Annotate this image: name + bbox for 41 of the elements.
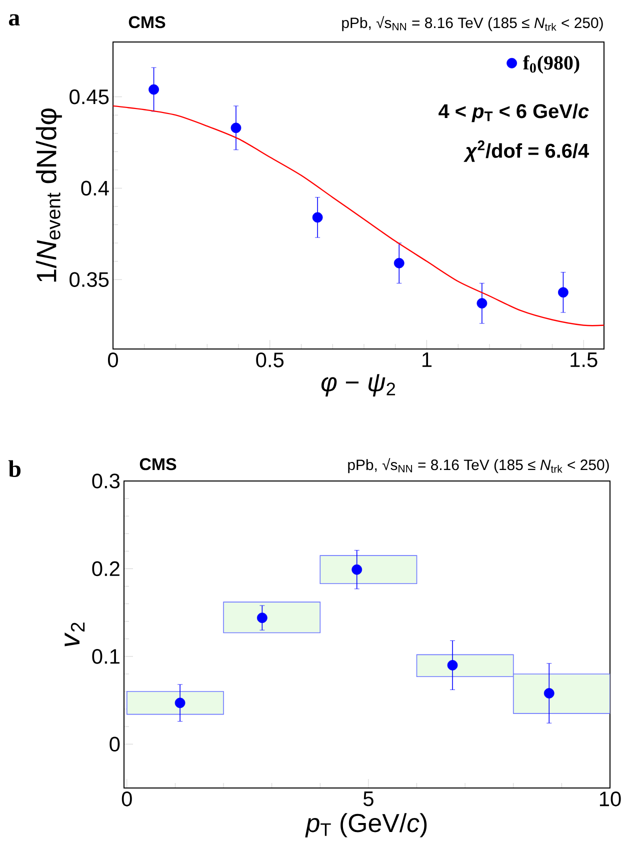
annotation: χ$^{2}$/dof = 6.6/4 [464, 140, 589, 162]
bar [126, 691, 224, 715]
point [447, 660, 458, 670]
y-axis-title: 1/N$_{event}$ dN/dφ [36, 108, 62, 282]
x-tick-label: 0.5 [256, 352, 284, 368]
x-tick-label: 5 [363, 792, 374, 806]
bar [320, 555, 418, 584]
y-tick-label: 0.45 [70, 89, 109, 104]
chart-title: CMS [140, 458, 176, 470]
point [174, 698, 186, 708]
x-tick-label: 0 [122, 792, 132, 806]
x-tick-label: 1.5 [570, 352, 598, 368]
point [394, 258, 404, 268]
point [148, 84, 159, 95]
y-axis-title: v$_{2}$ [64, 622, 85, 646]
chart-subtitle: pPb, √s$_{NN}$ = 8.16 TeV (185 ≤ N$_{trk}$ < 250) [348, 458, 609, 474]
point [558, 287, 568, 298]
y-tick-label: 0.1 [92, 649, 120, 664]
point [352, 564, 362, 575]
annotation: 4 < p$_{T}$ < 6 GeV/c [438, 104, 589, 122]
chart-subtitle: pPb, √s$_{NN}$ = 8.16 TeV (185 ≤ N$_{trk}$ < 250) [342, 16, 603, 32]
legend-label: f$_{0}$(980) [522, 55, 580, 74]
line-series [113, 105, 604, 326]
text: b [8, 460, 21, 478]
y-tick-label: 0.4 [81, 180, 109, 196]
point [256, 612, 268, 624]
bar [223, 602, 321, 634]
y-tick-label: 0.3 [92, 474, 120, 488]
y-tick-label: 0.35 [70, 272, 109, 287]
y-tick-label: 0.2 [92, 561, 120, 576]
chart-title: CMS [128, 16, 166, 28]
x-axis-title: p$_{T}$ (GeV/c) [305, 813, 427, 838]
y-tick-label: 0 [110, 736, 120, 752]
point [476, 298, 488, 309]
x-tick-label: 10 [600, 792, 621, 806]
x-axis-title: φ − ψ$_{2}$ [321, 374, 396, 396]
point [230, 122, 242, 134]
point [544, 688, 554, 698]
text: a [8, 14, 20, 26]
x-tick-label: 1 [422, 352, 432, 367]
point [312, 212, 323, 223]
